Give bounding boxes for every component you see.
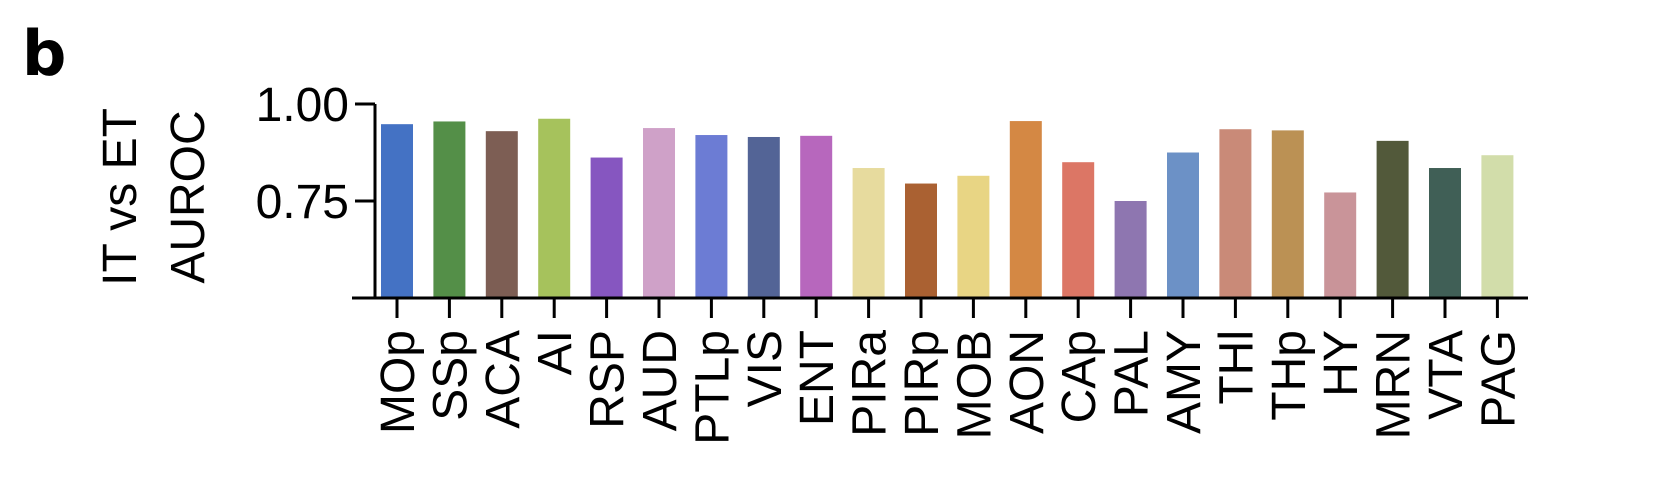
y-axis-label-line-1: IT vs ET (94, 108, 147, 286)
bar-ai (538, 118, 571, 298)
x-tick-label: ENT (791, 330, 844, 426)
x-tick-label: PAG (1472, 330, 1525, 428)
panel-label: b (22, 17, 66, 90)
x-tick-label: AUD (634, 330, 687, 431)
bar-aud (643, 128, 675, 298)
bar-ent (800, 135, 833, 298)
bar-mob (957, 175, 990, 298)
x-tick-label: AMY (1158, 330, 1211, 434)
bar-pirp (905, 183, 937, 298)
x-axis: MOp SSp ACA AI RSP AUD PTLp VIS ENT PIRa PIRp MOB AO… (352, 296, 1528, 445)
x-tick-label: AON (1001, 330, 1054, 434)
x-tick-label: MOp (372, 330, 425, 434)
x-tick-label: HY (1315, 330, 1368, 397)
bars (381, 118, 1514, 299)
bar-aon (1009, 121, 1042, 299)
x-tick-label: ACA (477, 330, 530, 429)
x-tick-label: PIRp (896, 330, 949, 437)
bar-vis (747, 136, 780, 298)
bar-thl (1219, 129, 1252, 298)
bar-vta (1429, 168, 1461, 298)
x-tick-label: THl (1210, 330, 1263, 405)
y-tick-label: 0.75 (256, 176, 349, 229)
bar-ssp (433, 121, 466, 299)
y-axis-label: IT vs ET AUROC (94, 108, 215, 286)
bar-thp (1271, 130, 1304, 298)
bar-mrn (1376, 140, 1409, 298)
bar-pag (1481, 155, 1514, 298)
x-tick-label: CAp (1053, 330, 1106, 423)
x-tick-label: PIRa (844, 330, 897, 437)
x-tick-label: MOB (948, 330, 1001, 439)
y-axis-label-line-2: AUROC (162, 110, 215, 283)
x-tick-label: AI (529, 330, 582, 375)
bar-rsp (590, 157, 623, 298)
x-tick-label: MRN (1368, 330, 1421, 439)
bar-pira (852, 168, 885, 298)
bar-amy (1167, 152, 1199, 298)
bar-mop (381, 124, 413, 299)
x-tick-label: THp (1263, 330, 1316, 421)
bar-hy (1324, 192, 1357, 298)
y-axis: 0.75 1.00 (256, 79, 377, 298)
bar-cap (1062, 162, 1095, 298)
y-tick-label: 1.00 (256, 79, 349, 132)
x-tick-label: PAL (1106, 330, 1159, 417)
x-tick-label: PTLp (686, 330, 739, 445)
x-tick-label: VTA (1420, 330, 1473, 420)
x-tick-label: RSP (582, 330, 635, 429)
x-tick-label: VIS (739, 330, 792, 407)
bar-aca (485, 131, 518, 298)
x-tick-label: SSp (424, 330, 477, 421)
bar-ptlp (695, 135, 728, 298)
bar-pal (1114, 201, 1147, 298)
